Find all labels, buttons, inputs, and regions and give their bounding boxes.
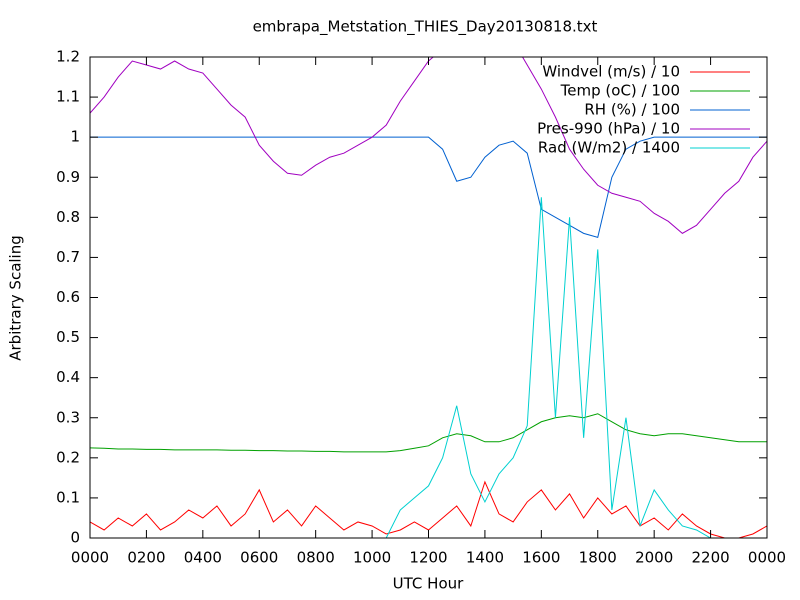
- x-tick-label: 1600: [522, 549, 560, 567]
- x-tick-label: 0600: [240, 549, 278, 567]
- y-tick-label: 1.1: [56, 88, 80, 106]
- x-tick-label: 0800: [297, 549, 335, 567]
- legend-label: Pres-990 (hPa) / 10: [537, 120, 680, 138]
- x-tick-label: 2000: [635, 549, 673, 567]
- y-tick-label: 0.2: [56, 448, 80, 466]
- y-tick-label: 0.6: [56, 288, 80, 306]
- series-line: [90, 480, 767, 538]
- series-line: [90, 413, 767, 453]
- y-tick-label: 1: [70, 128, 80, 146]
- y-tick-label: 0.5: [56, 328, 80, 346]
- x-tick-label: 2200: [691, 549, 729, 567]
- x-tick-label: 1400: [466, 549, 504, 567]
- x-tick-label: 1000: [353, 549, 391, 567]
- chart-title: embrapa_Metstation_THIES_Day20130818.txt: [253, 18, 598, 37]
- y-axis-label: Arbitrary Scaling: [7, 235, 25, 361]
- y-tick-label: 0.4: [56, 368, 80, 386]
- series-line: [90, 197, 767, 538]
- y-tick-label: 0.1: [56, 488, 80, 506]
- x-tick-label: 0200: [127, 549, 165, 567]
- legend-label: Temp (oC) / 100: [560, 82, 680, 100]
- legend-label: Rad (W/m2) / 1400: [538, 139, 680, 157]
- x-tick-label: 1200: [409, 549, 447, 567]
- y-tick-label: 0.8: [56, 208, 80, 226]
- legend-label: RH (%) / 100: [584, 101, 680, 119]
- y-tick-label: 0.9: [56, 168, 80, 186]
- y-tick-label: 0.3: [56, 408, 80, 426]
- x-axis-label: UTC Hour: [393, 575, 464, 593]
- y-tick-label: 0.7: [56, 248, 80, 266]
- legend-label: Windvel (m/s) / 10: [542, 63, 680, 81]
- y-tick-label: 0: [70, 529, 80, 547]
- x-tick-label: 0000: [748, 549, 786, 567]
- x-tick-label: 0400: [184, 549, 222, 567]
- y-tick-label: 1.2: [56, 48, 80, 66]
- x-tick-label: 1800: [579, 549, 617, 567]
- x-tick-label: 0000: [71, 549, 109, 567]
- series-line: [90, 136, 767, 238]
